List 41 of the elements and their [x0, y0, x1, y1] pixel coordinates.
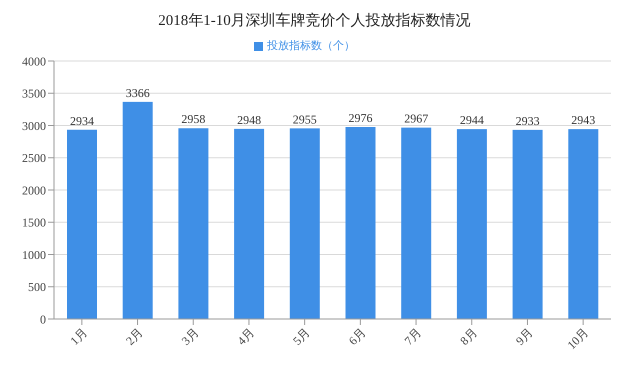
bar	[346, 127, 376, 319]
y-tick-label: 2000	[22, 183, 46, 198]
y-tick-label: 2500	[22, 151, 46, 166]
x-tick-label: 7月	[402, 325, 424, 348]
x-tick-label: 6月	[346, 325, 368, 348]
chart-title: 2018年1-10月深圳车牌竞价个人投放指标数情况	[157, 12, 472, 31]
legend-label: 投放指标数（个）	[267, 40, 355, 52]
data-label: 2933	[516, 114, 540, 128]
bar	[178, 128, 208, 319]
bar	[234, 128, 264, 319]
x-tick-label: 3月	[178, 325, 202, 348]
data-label: 2955	[292, 112, 317, 126]
bar	[290, 128, 320, 319]
data-label: 2967	[404, 112, 428, 126]
x-tick-label: 4月	[234, 325, 258, 348]
y-tick-label: 1500	[22, 216, 46, 230]
data-label: 3366	[126, 86, 150, 100]
x-tick-label: 9月	[512, 325, 536, 348]
bar	[568, 129, 598, 319]
y-tick-label: 1000	[22, 248, 46, 262]
bar	[122, 102, 153, 319]
x-tick-label: 2月	[123, 325, 146, 348]
data-label: 2934	[70, 114, 94, 128]
data-label: 2958	[181, 112, 206, 126]
data-label: 2943	[571, 113, 596, 128]
y-tick-label: 4000	[22, 54, 46, 68]
bar	[512, 130, 543, 319]
bar	[401, 128, 432, 319]
y-tick-label: 500	[28, 280, 46, 294]
data-label: 2976	[348, 111, 372, 126]
y-tick-label: 3000	[22, 118, 46, 133]
data-label: 2948	[237, 112, 262, 127]
x-tick-label: 1月	[67, 325, 90, 348]
y-tick-label: 0	[40, 312, 46, 326]
data-label: 2944	[460, 113, 484, 128]
y-tick-label: 3500	[22, 86, 46, 101]
bar	[67, 130, 97, 319]
x-tick-label: 10月	[564, 325, 592, 352]
bar	[456, 129, 487, 319]
x-tick-label: 8月	[457, 325, 480, 348]
x-tick-label: 5月	[290, 325, 313, 348]
